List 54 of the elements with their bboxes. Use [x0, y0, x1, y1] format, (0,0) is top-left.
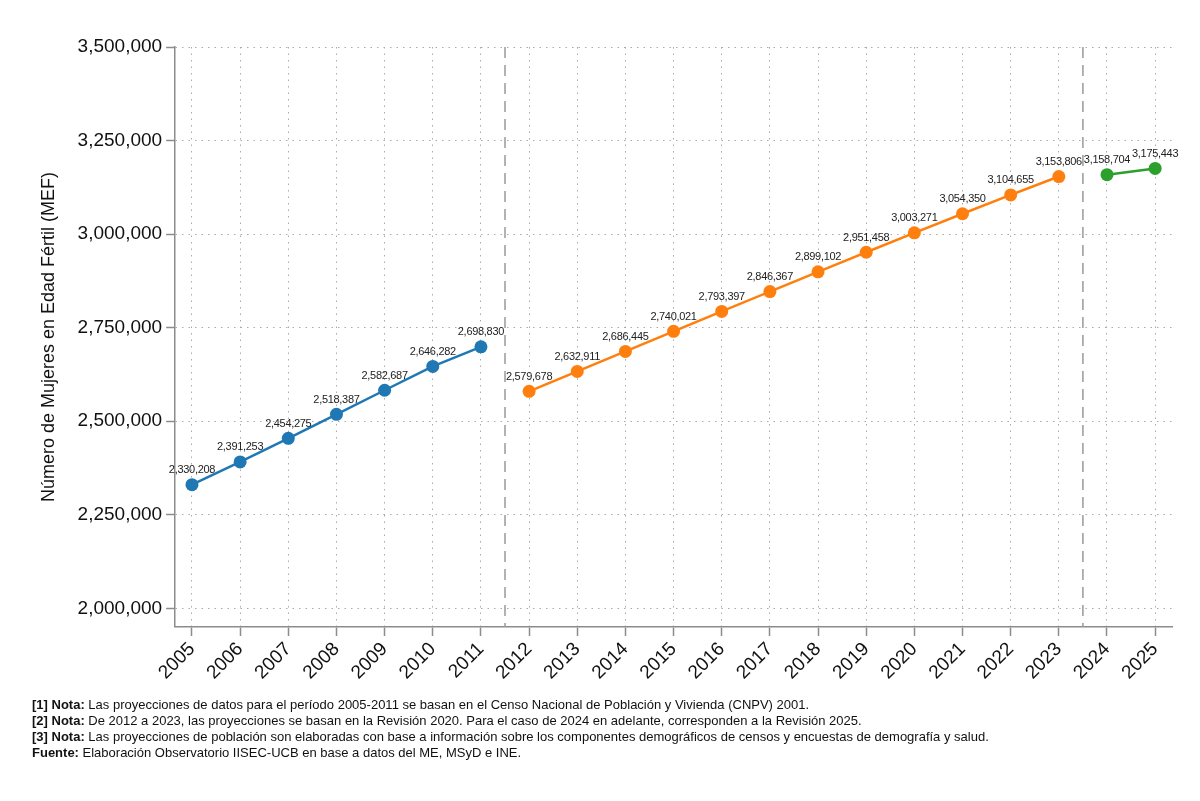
point: [667, 324, 681, 338]
data-label: 2,793,397: [698, 289, 746, 302]
y-tick-label: 2,250,000: [77, 502, 163, 524]
y-tick-label: 3,500,000: [77, 35, 163, 57]
data-label: 2,632,911: [554, 349, 601, 362]
point: [378, 383, 392, 397]
data-label: 2,846,367: [746, 270, 794, 283]
point: [956, 207, 970, 221]
y-tick-label: 3,000,000: [77, 222, 163, 244]
data-label: 2,740,021: [650, 309, 697, 322]
point: [1052, 170, 1066, 184]
data-label: 3,153,806: [1035, 155, 1083, 168]
y-tick-label: 3,250,000: [77, 128, 163, 150]
point: [474, 340, 488, 354]
data-label: 2,582,687: [361, 368, 408, 381]
data-label: 2,454,275: [265, 416, 312, 429]
y-tick-label: 2,750,000: [77, 315, 163, 337]
point: [811, 265, 825, 279]
data-label: 2,951,458: [843, 230, 890, 243]
point: [281, 431, 295, 445]
point: [522, 384, 536, 398]
point: [233, 455, 247, 469]
data-label: 2,579,678: [505, 369, 553, 382]
y-axis-title: Número de Mujeres en Edad Fértil (MEF): [37, 171, 58, 503]
point: [859, 245, 873, 259]
data-label: 2,518,387: [313, 392, 360, 405]
data-label: 3,175,443: [1132, 146, 1179, 159]
data-label: 3,054,350: [939, 192, 986, 205]
data-label: 3,104,655: [987, 173, 1034, 186]
text: [3] Nota: Las proyecciones de población son elaboradas con base a información sobre los componentes demográficos de censos y encuestas de demografía y salud.: [32, 729, 989, 745]
y-tick-label: 2,500,000: [77, 409, 163, 431]
point: [715, 304, 729, 318]
point: [907, 226, 921, 240]
point: [618, 344, 632, 358]
point: [329, 407, 343, 421]
data-label: 2,391,253: [217, 440, 264, 453]
data-label: 3,158,704: [1083, 153, 1131, 166]
data-label: 3,003,271: [891, 211, 938, 224]
point: [570, 364, 584, 378]
source-note: Fuente: Elaboración Observatorio IISEC-UCB en base a datos del ME, MSyD e INE.: [32, 745, 523, 761]
data-label: 2,899,102: [794, 250, 842, 263]
point: [763, 285, 777, 299]
data-label: 2,686,445: [602, 329, 649, 342]
point: [1004, 188, 1018, 202]
text: [2] Nota: De 2012 a 2023, las proyecciones se basan en la Revisión 2020. Para el caso de 2024 en adelante, corresponden a la Revisión 2025.: [32, 713, 863, 729]
data-label: 2,698,830: [457, 325, 505, 338]
data-label: 2,646,282: [409, 344, 457, 357]
point: [1148, 161, 1162, 175]
point: [426, 359, 440, 373]
data-label: 2,330,208: [168, 463, 216, 476]
y-tick-label: 2,000,000: [77, 596, 163, 618]
text: [1] Nota: Las proyecciones de datos para el período 2005-2011 se basan en el Censo Nacional de Población y Vivienda (CNPV) 2001.: [32, 697, 811, 713]
point: [185, 478, 199, 492]
point: [1100, 168, 1114, 182]
